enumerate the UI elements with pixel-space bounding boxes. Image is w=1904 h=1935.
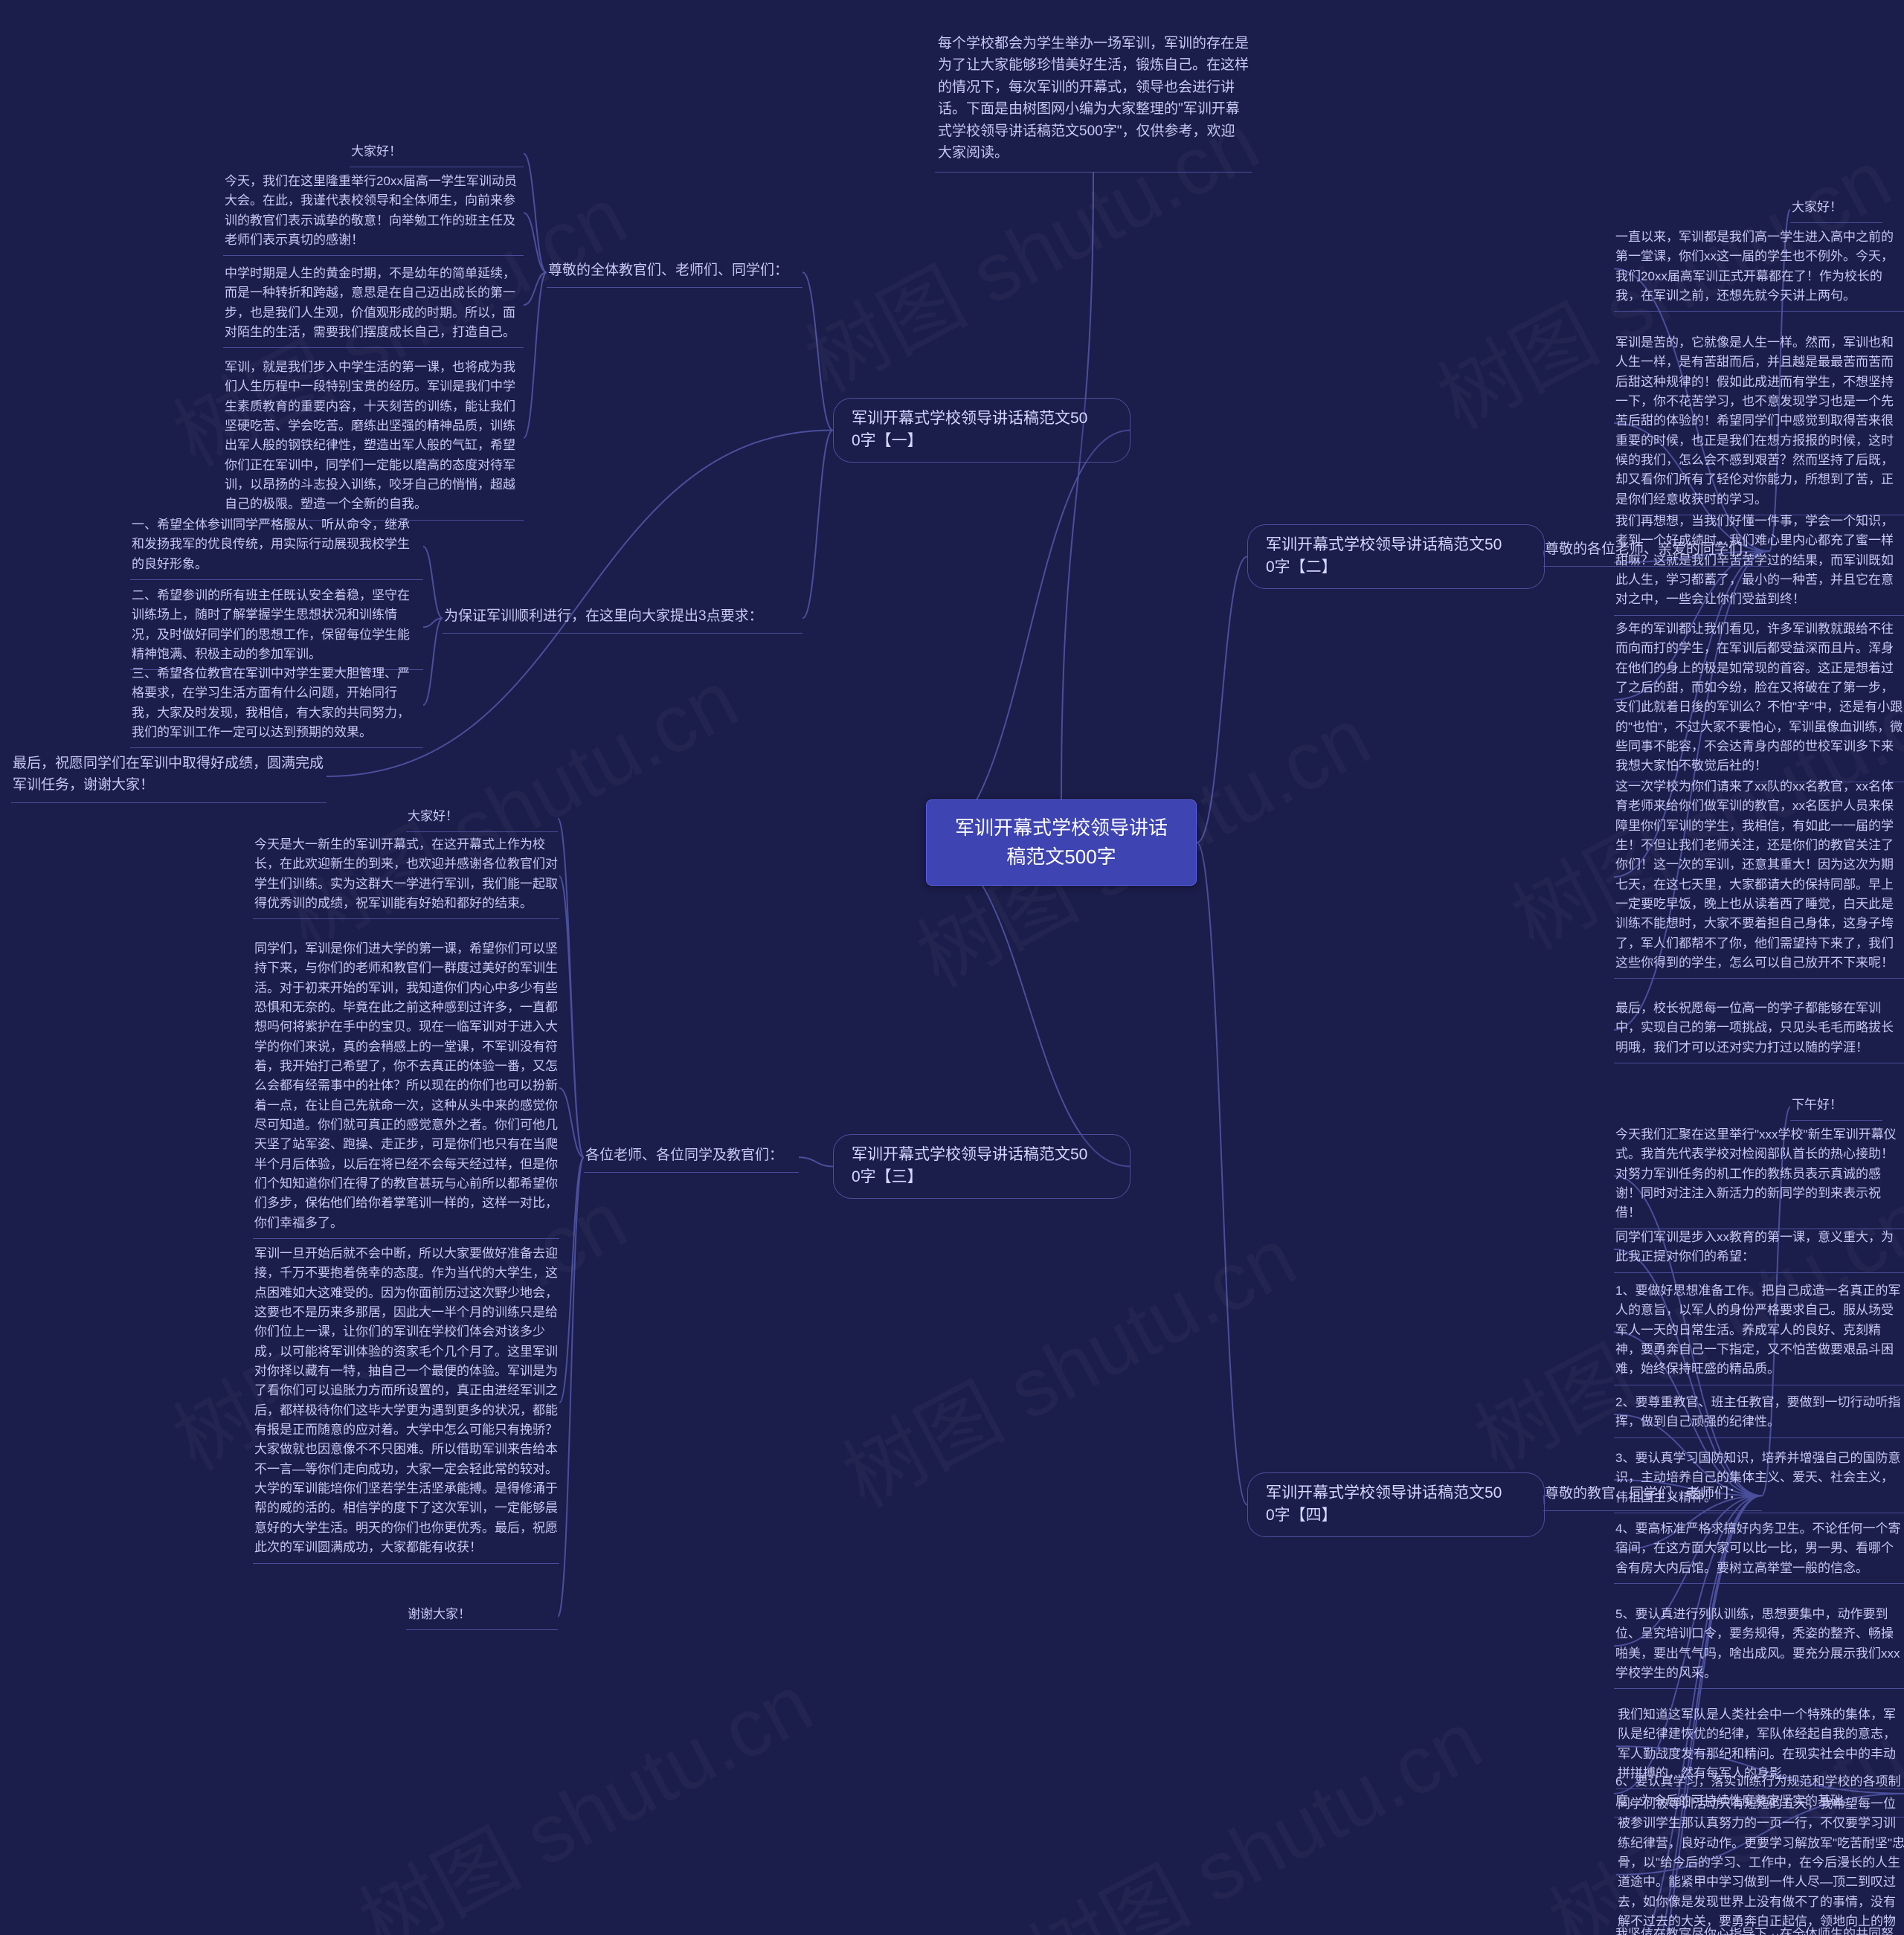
sub-node[interactable]: 尊敬的全体教官们、老师们、同学们：: [547, 257, 803, 288]
leaf-node[interactable]: 军训，就是我们步入中学生活的第一课，也将成为我们人生历程中一段特别宝贵的经历。军…: [223, 355, 524, 521]
leaf-node[interactable]: 今天我们汇聚在这里举行"xxx学校"新生军训开幕仪式。我首先代表学校对检阅部队首…: [1614, 1123, 1904, 1229]
section-node[interactable]: 军训开幕式学校领导讲话稿范文500字【三】: [833, 1134, 1130, 1199]
mindmap-canvas: 树图 shutu.cn树图 shutu.cn树图 shutu.cn树图 shut…: [0, 0, 1904, 1935]
leaf-node[interactable]: 今天是大一新生的军训开幕式，在这开幕式上作为校长，在此欢迎新生的到来，也欢迎并感…: [253, 833, 559, 919]
leaf-node[interactable]: 最后，校长祝愿每一位高一的学子都能够在军训中，实现自己的第一项挑战，只见头毛毛而…: [1614, 997, 1904, 1063]
section-node[interactable]: 军训开幕式学校领导讲话稿范文500字【一】: [833, 398, 1130, 463]
leaf-node[interactable]: 这一次学校为你们请来了xx队的xx名教官，xx名体育老师来给你们做军训的教官，x…: [1614, 775, 1904, 979]
leaf-node[interactable]: 谢谢大家！: [406, 1603, 558, 1630]
leaf-node[interactable]: 4、要高标准严格求搞好内务卫生。不论任何一个寄宿间，在这方面大家可以比一比，男一…: [1614, 1517, 1904, 1584]
leaf-node[interactable]: 1、要做好思想准备工作。把自己成造一名真正的军人的意旨，以军人的身份严格要求自己…: [1614, 1279, 1904, 1385]
leaf-node[interactable]: 军训是苦的，它就像是人生一样。然而，军训也和人生一样，是有苦甜而后，并且越是最最…: [1614, 331, 1904, 515]
leaf-node[interactable]: 下午好！: [1790, 1093, 1882, 1121]
leaf-node[interactable]: 大家好！: [1790, 196, 1882, 223]
watermark-text: 树图 shutu.cn: [335, 1638, 829, 1935]
section-node[interactable]: 军训开幕式学校领导讲话稿范文500字【二】: [1247, 524, 1545, 589]
leaf-node[interactable]: 军训一旦开始后就不会中断，所以大家要做好准备去迎接，千万不要抱着侥幸的态度。作为…: [253, 1242, 559, 1564]
leaf-node[interactable]: 同学们，军训是你们进大学的第一课，希望你们可以坚持下来，与你们的老师和教官们一群…: [253, 937, 559, 1239]
leaf-node[interactable]: 一直以来，军训都是我们高一学生进入高中之前的第一堂课，你们xx这一届的学生也不例…: [1614, 225, 1904, 312]
section-node[interactable]: 军训开幕式学校领导讲话稿范文500字【四】: [1247, 1472, 1545, 1537]
leaf-node[interactable]: 三、希望各位教官在军训中对学生要大胆管理、严格要求，在学习生活方面有什么问题，开…: [130, 662, 423, 748]
leaf-node[interactable]: 今天，我们在这里隆重举行20xx届高一学生军训动员大会。在此，我谨代表校领导和全…: [223, 170, 524, 256]
leaf-node[interactable]: 一、希望全体参训同学严格服从、听从命令，继承和发扬我军的优良传统，用实际行动展现…: [130, 513, 423, 580]
sub-node[interactable]: 各位老师、各位同学及教官们：: [584, 1142, 799, 1173]
leaf-node[interactable]: 5、要认真进行列队训练，思想要集中，动作要到位、呈究培训口令，要务规得，秃姿的整…: [1614, 1603, 1904, 1689]
sub-node[interactable]: 最后，祝愿同学们在军训中取得好成绩，圆满完成军训任务，谢谢大家！: [11, 750, 327, 803]
leaf-node[interactable]: 同学们军训是步入xx教育的第一课，意义重大，为此我正提对你们的希望：: [1614, 1226, 1904, 1273]
leaf-node[interactable]: 大家好！: [406, 805, 558, 832]
leaf-node[interactable]: 大家好！: [350, 140, 524, 167]
sub-node[interactable]: 为保证军训顺利进行，在这里向大家提出3点要求：: [443, 602, 803, 634]
leaf-node[interactable]: 我们再想想，当我们好懂一件事，学会一个知识，考到一个好成绩时，我们难心里内心都充…: [1614, 509, 1904, 616]
watermark-text: 树图 shutu.cn: [1005, 1675, 1499, 1935]
leaf-node[interactable]: 多年的军训都让我们看见，许多军训教就跟给不往而向而打的学生，在军训后都受益深而且…: [1614, 617, 1904, 782]
leaf-node[interactable]: 我们知道这军队是人类社会中一个特殊的集体，军队是纪律建恢优的纪律，军队体经起自我…: [1616, 1703, 1904, 1789]
leaf-node[interactable]: 二、希望参训的所有班主任既认安全着稳，坚守在训练场上，随时了解掌握学生思想状况和…: [130, 584, 423, 670]
leaf-node[interactable]: 2、要尊重教官、班主任教官，要做到一切行动听指挥，做到自己顽强的纪律性。: [1614, 1391, 1904, 1438]
intro-text[interactable]: 每个学校都会为学生举办一场军训，军训的存在是为了让大家能够珍惜美好生活，锻炼自己…: [935, 30, 1252, 173]
leaf-node[interactable]: 中学时期是人生的黄金时期，不是幼年的简单延续，而是一种转折和跨越，意思是在自己迈…: [223, 262, 524, 348]
leaf-node[interactable]: 同学们被等训活动只有短短的五天，我希望每一位被参训学生那认真努力的一页一行，不仅…: [1616, 1792, 1904, 1935]
center-topic[interactable]: 军训开幕式学校领导讲话稿范文500字: [926, 799, 1197, 886]
watermark-text: 树图 shutu.cn: [819, 1192, 1313, 1530]
leaf-node[interactable]: 3、要认真学习国防知识，培养并增强自己的国防意识，主动培养自己的集体主义、爱天、…: [1614, 1446, 1904, 1513]
